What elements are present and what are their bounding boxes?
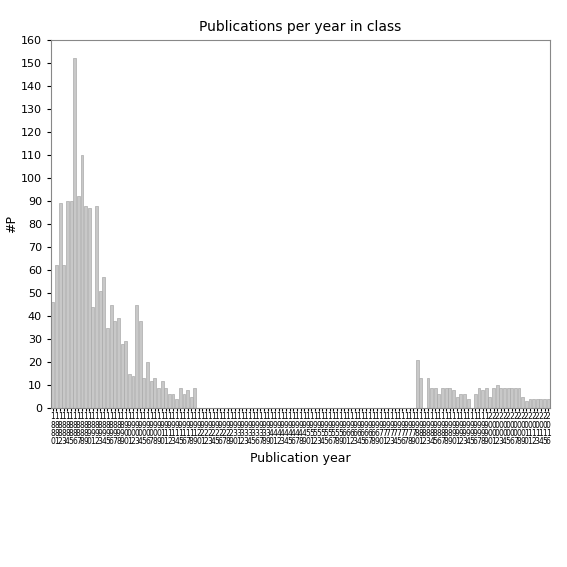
Bar <box>416 360 418 408</box>
Bar <box>536 399 539 408</box>
Bar <box>485 387 488 408</box>
Bar <box>518 387 521 408</box>
Y-axis label: #P: #P <box>5 215 18 233</box>
Bar <box>452 390 455 408</box>
Bar <box>448 387 451 408</box>
Bar <box>426 378 429 408</box>
Bar <box>146 362 149 408</box>
Bar <box>157 387 160 408</box>
Bar <box>52 302 54 408</box>
Bar <box>507 387 510 408</box>
Bar <box>514 387 517 408</box>
Bar <box>179 387 182 408</box>
Bar <box>441 387 444 408</box>
Bar <box>430 387 433 408</box>
Bar <box>474 395 477 408</box>
Bar <box>73 58 76 408</box>
Bar <box>106 328 109 408</box>
Bar <box>91 307 94 408</box>
Bar <box>500 387 502 408</box>
Bar <box>66 201 69 408</box>
Bar <box>193 387 196 408</box>
Bar <box>168 395 171 408</box>
Bar <box>503 387 506 408</box>
Bar <box>477 387 480 408</box>
Bar <box>190 397 193 408</box>
Bar <box>459 395 462 408</box>
Bar <box>88 208 91 408</box>
Bar <box>488 397 492 408</box>
Bar <box>70 201 73 408</box>
Bar <box>510 387 513 408</box>
Bar <box>186 390 189 408</box>
Bar <box>84 205 87 408</box>
Bar <box>528 399 531 408</box>
Bar <box>121 344 124 408</box>
Bar <box>438 395 441 408</box>
Bar <box>547 399 549 408</box>
Bar <box>521 397 524 408</box>
Bar <box>539 399 543 408</box>
Bar <box>525 401 528 408</box>
Bar <box>132 376 134 408</box>
X-axis label: Publication year: Publication year <box>250 452 351 465</box>
Bar <box>532 399 535 408</box>
Bar <box>481 390 484 408</box>
Bar <box>175 399 178 408</box>
Bar <box>172 395 175 408</box>
Bar <box>77 196 80 408</box>
Bar <box>463 395 466 408</box>
Bar <box>81 155 83 408</box>
Bar <box>128 374 131 408</box>
Bar <box>99 291 101 408</box>
Bar <box>164 387 167 408</box>
Title: Publications per year in class: Publications per year in class <box>200 20 401 35</box>
Bar <box>419 378 422 408</box>
Bar <box>142 378 145 408</box>
Bar <box>95 205 98 408</box>
Bar <box>58 203 62 408</box>
Bar <box>445 387 448 408</box>
Bar <box>55 265 58 408</box>
Bar <box>456 397 459 408</box>
Bar <box>113 321 116 408</box>
Bar <box>434 387 437 408</box>
Bar <box>117 319 120 408</box>
Bar <box>150 380 153 408</box>
Bar <box>109 304 113 408</box>
Bar <box>496 385 498 408</box>
Bar <box>467 399 469 408</box>
Bar <box>153 378 156 408</box>
Bar <box>139 321 142 408</box>
Bar <box>124 341 127 408</box>
Bar <box>492 387 495 408</box>
Bar <box>135 304 138 408</box>
Bar <box>62 265 65 408</box>
Bar <box>103 277 105 408</box>
Bar <box>183 395 185 408</box>
Bar <box>160 380 163 408</box>
Bar <box>543 399 546 408</box>
